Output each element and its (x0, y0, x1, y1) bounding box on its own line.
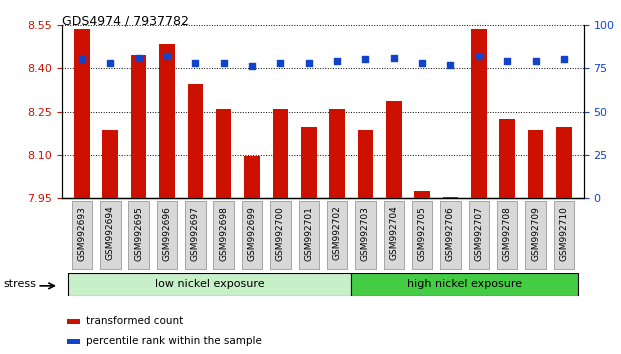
Text: GSM992697: GSM992697 (191, 206, 200, 261)
Point (530, 58, 540, 64)
Bar (74, 29, 90, 198)
Text: low nickel exposure: low nickel exposure (155, 279, 265, 289)
FancyBboxPatch shape (100, 201, 120, 269)
FancyBboxPatch shape (469, 201, 489, 269)
Text: transformed count: transformed count (86, 316, 183, 326)
FancyBboxPatch shape (129, 201, 149, 269)
Bar (159, 44, 175, 198)
Text: GSM992705: GSM992705 (418, 206, 427, 261)
FancyBboxPatch shape (327, 201, 347, 269)
Text: GSM992707: GSM992707 (474, 206, 483, 261)
Bar (273, 109, 288, 198)
Bar (414, 191, 430, 198)
Point (559, 57, 569, 62)
FancyBboxPatch shape (497, 201, 517, 269)
Text: GSM992710: GSM992710 (560, 206, 568, 261)
Point (77, 57, 87, 62)
FancyBboxPatch shape (242, 201, 262, 269)
Bar (244, 156, 260, 198)
FancyBboxPatch shape (270, 201, 291, 269)
Text: GSM992708: GSM992708 (502, 206, 512, 261)
Point (332, 58, 342, 64)
Text: GSM992706: GSM992706 (446, 206, 455, 261)
Bar (301, 127, 317, 198)
Point (162, 53, 172, 59)
Text: GSM992701: GSM992701 (304, 206, 313, 261)
Bar (556, 127, 572, 198)
Text: GSM992693: GSM992693 (78, 206, 86, 261)
Text: GSM992709: GSM992709 (531, 206, 540, 261)
Bar (358, 130, 373, 198)
Text: GSM992698: GSM992698 (219, 206, 228, 261)
Text: GSM992702: GSM992702 (333, 206, 342, 261)
Bar (329, 109, 345, 198)
Bar (528, 130, 543, 198)
Point (247, 64, 257, 69)
FancyBboxPatch shape (440, 201, 461, 269)
Bar (67, 339, 80, 343)
FancyBboxPatch shape (299, 201, 319, 269)
Bar (351, 273, 578, 296)
Text: GSM992699: GSM992699 (248, 206, 256, 261)
Bar (471, 29, 487, 198)
Bar (499, 119, 515, 198)
FancyBboxPatch shape (72, 201, 92, 269)
Bar (67, 319, 80, 324)
FancyBboxPatch shape (384, 201, 404, 269)
Point (445, 62, 455, 68)
Point (276, 60, 286, 66)
Text: GSM992695: GSM992695 (134, 206, 143, 261)
Bar (102, 130, 118, 198)
Point (502, 58, 512, 64)
Text: GSM992704: GSM992704 (389, 206, 398, 261)
Bar (386, 101, 402, 198)
Bar (131, 55, 147, 198)
Bar (443, 197, 458, 198)
Text: GSM992703: GSM992703 (361, 206, 370, 261)
Text: stress: stress (3, 279, 36, 289)
FancyBboxPatch shape (156, 201, 177, 269)
Text: GDS4974 / 7937782: GDS4974 / 7937782 (62, 14, 189, 27)
Point (389, 55, 399, 61)
Text: percentile rank within the sample: percentile rank within the sample (86, 336, 261, 346)
FancyBboxPatch shape (185, 201, 206, 269)
Point (360, 57, 370, 62)
Bar (216, 109, 232, 198)
Point (134, 55, 143, 61)
Text: GSM992694: GSM992694 (106, 206, 115, 261)
FancyBboxPatch shape (525, 201, 546, 269)
Point (219, 60, 229, 66)
FancyBboxPatch shape (412, 201, 432, 269)
FancyBboxPatch shape (214, 201, 234, 269)
Bar (188, 84, 203, 198)
FancyBboxPatch shape (355, 201, 376, 269)
Point (417, 60, 427, 66)
Point (304, 60, 314, 66)
Text: GSM992696: GSM992696 (163, 206, 171, 261)
Bar (68, 273, 351, 296)
Point (474, 53, 484, 59)
Text: high nickel exposure: high nickel exposure (407, 279, 522, 289)
Point (106, 60, 116, 66)
Point (191, 60, 201, 66)
FancyBboxPatch shape (554, 201, 574, 269)
Text: GSM992700: GSM992700 (276, 206, 285, 261)
